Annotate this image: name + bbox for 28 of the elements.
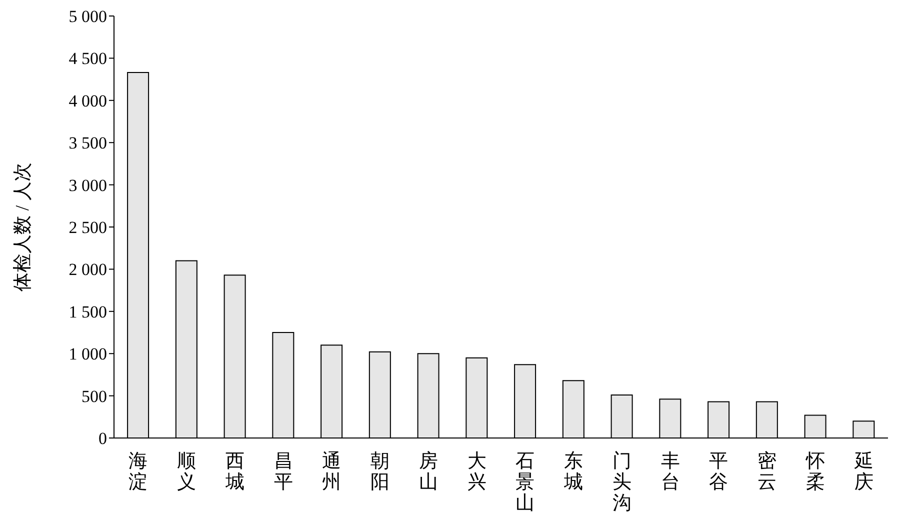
x-tick-label: 顺义 xyxy=(177,451,196,493)
x-tick-label: 平谷 xyxy=(709,451,728,493)
x-tick-label: 房山 xyxy=(418,450,438,493)
x-tick-label: 密云 xyxy=(758,450,777,493)
x-tick-label: 海淀 xyxy=(128,451,148,493)
y-tick-label: 4 000 xyxy=(68,91,107,110)
x-tick-label: 朝阳 xyxy=(370,451,390,493)
y-tick-label: 1 500 xyxy=(68,302,107,322)
y-axis-title: 体检人数 / 人次 xyxy=(12,162,34,292)
y-tick-label: 500 xyxy=(82,386,107,406)
y-tick-label: 3 500 xyxy=(68,134,107,153)
y-tick-label: 4 500 xyxy=(68,49,107,68)
x-tick-label: 门头沟 xyxy=(612,450,632,514)
x-tick-label: 东城 xyxy=(563,451,584,493)
y-tick-label: 2 500 xyxy=(68,218,107,238)
x-tick-label: 大兴 xyxy=(467,451,486,493)
y-tick-label: 1 000 xyxy=(68,344,107,364)
y-tick-label: 3 000 xyxy=(68,176,107,195)
x-tick-label: 通州 xyxy=(322,451,342,493)
x-tick-label: 西城 xyxy=(224,451,244,493)
x-tick-label: 丰台 xyxy=(660,451,680,493)
x-tick-label: 延庆 xyxy=(853,451,874,493)
y-tick-label: 0 xyxy=(98,429,107,448)
x-tick-label: 石景山 xyxy=(516,451,535,514)
y-tick-label: 2 000 xyxy=(68,260,107,280)
x-tick-label: 昌平 xyxy=(274,451,293,493)
y-tick-label: 5 000 xyxy=(68,7,107,26)
x-tick-label: 怀柔 xyxy=(804,451,825,493)
